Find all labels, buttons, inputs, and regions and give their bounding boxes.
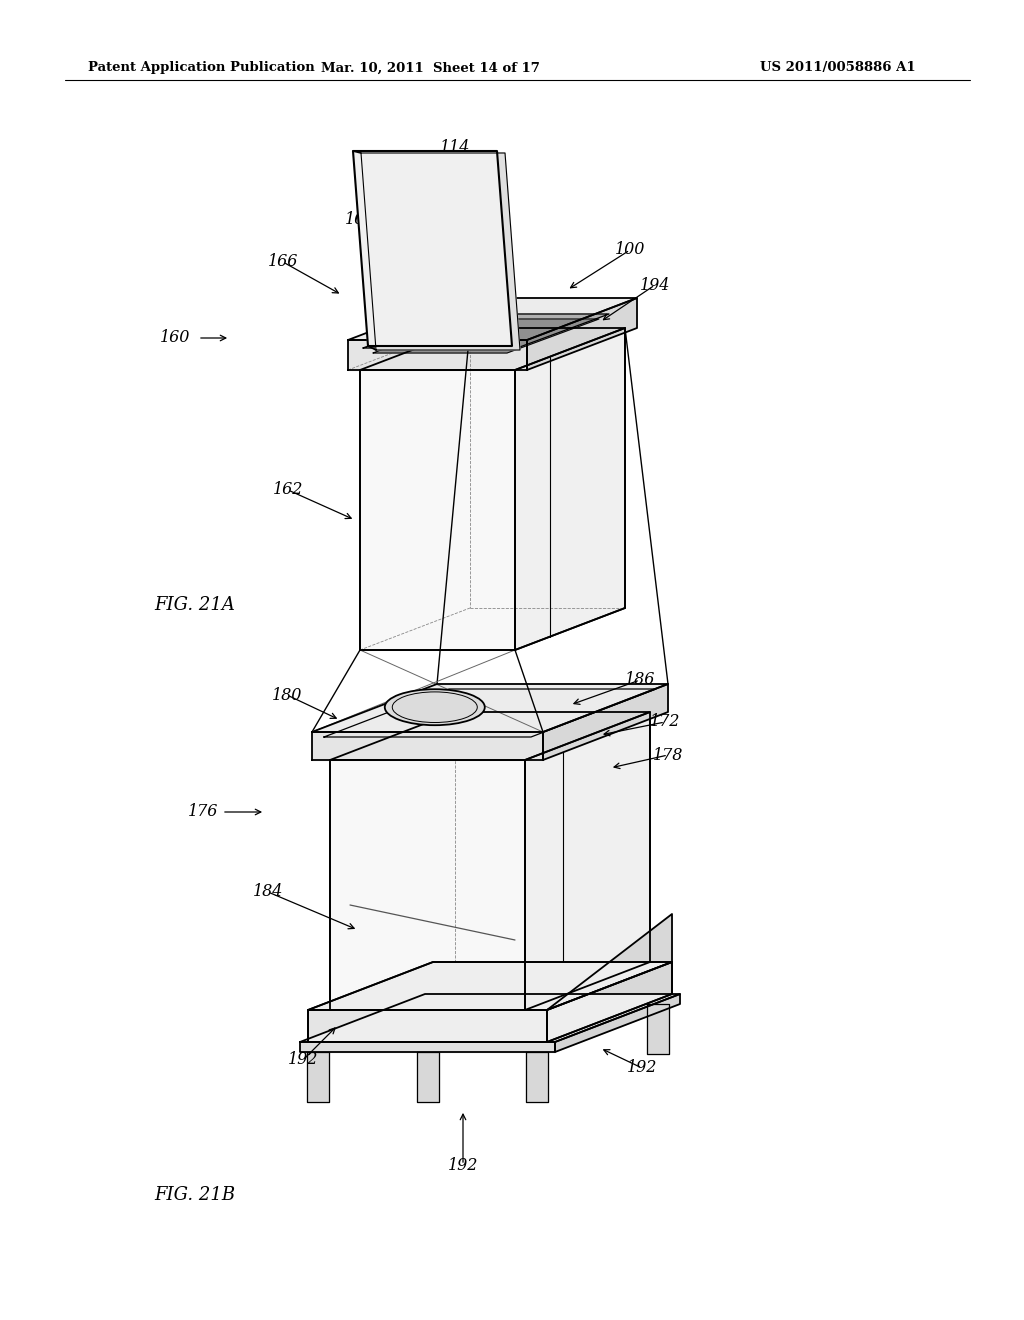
Polygon shape [348, 341, 527, 370]
Polygon shape [373, 319, 599, 352]
Polygon shape [360, 370, 515, 649]
Polygon shape [308, 962, 672, 1010]
Text: 114: 114 [440, 140, 470, 157]
Polygon shape [348, 298, 637, 341]
Polygon shape [515, 327, 625, 649]
Text: FIG. 21A: FIG. 21A [155, 597, 236, 614]
Polygon shape [547, 913, 672, 1041]
Polygon shape [362, 314, 609, 348]
Polygon shape [300, 994, 680, 1041]
Text: 180: 180 [271, 686, 302, 704]
Polygon shape [543, 684, 668, 760]
Polygon shape [526, 1052, 548, 1102]
Text: 186: 186 [625, 672, 655, 689]
Text: FIG. 21B: FIG. 21B [155, 1185, 236, 1204]
Polygon shape [525, 711, 650, 1010]
Text: 166: 166 [268, 253, 298, 271]
Polygon shape [307, 1052, 329, 1102]
Text: 160: 160 [160, 330, 190, 346]
Polygon shape [308, 962, 672, 1010]
Polygon shape [647, 1005, 669, 1053]
Text: 192: 192 [627, 1060, 657, 1077]
Polygon shape [361, 153, 520, 350]
Polygon shape [417, 1052, 438, 1102]
Text: 172: 172 [650, 714, 680, 730]
Ellipse shape [385, 689, 484, 725]
Text: 192: 192 [288, 1052, 318, 1068]
Polygon shape [330, 711, 650, 760]
Polygon shape [527, 298, 637, 370]
Polygon shape [312, 733, 543, 760]
Text: 100: 100 [614, 242, 645, 259]
Text: Mar. 10, 2011  Sheet 14 of 17: Mar. 10, 2011 Sheet 14 of 17 [321, 62, 540, 74]
Text: 192: 192 [447, 1156, 478, 1173]
Text: 194: 194 [640, 276, 670, 293]
Polygon shape [547, 962, 672, 1041]
Polygon shape [308, 1010, 547, 1041]
Text: 184: 184 [253, 883, 284, 900]
Text: 164: 164 [393, 186, 423, 203]
Polygon shape [360, 327, 625, 370]
Text: Patent Application Publication: Patent Application Publication [88, 62, 314, 74]
Text: 176: 176 [187, 804, 218, 821]
Polygon shape [300, 1041, 555, 1052]
Polygon shape [330, 760, 525, 1010]
Polygon shape [308, 1010, 547, 1041]
Text: 162: 162 [272, 482, 303, 499]
Text: 178: 178 [653, 747, 683, 763]
Text: US 2011/0058886 A1: US 2011/0058886 A1 [760, 62, 915, 74]
Polygon shape [353, 150, 512, 346]
Polygon shape [555, 994, 680, 1052]
Text: 163: 163 [345, 211, 375, 228]
Polygon shape [312, 684, 668, 733]
